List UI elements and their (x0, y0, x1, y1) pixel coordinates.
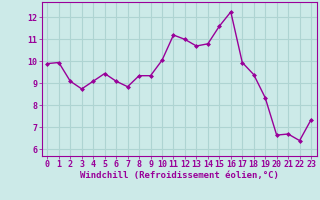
X-axis label: Windchill (Refroidissement éolien,°C): Windchill (Refroidissement éolien,°C) (80, 171, 279, 180)
